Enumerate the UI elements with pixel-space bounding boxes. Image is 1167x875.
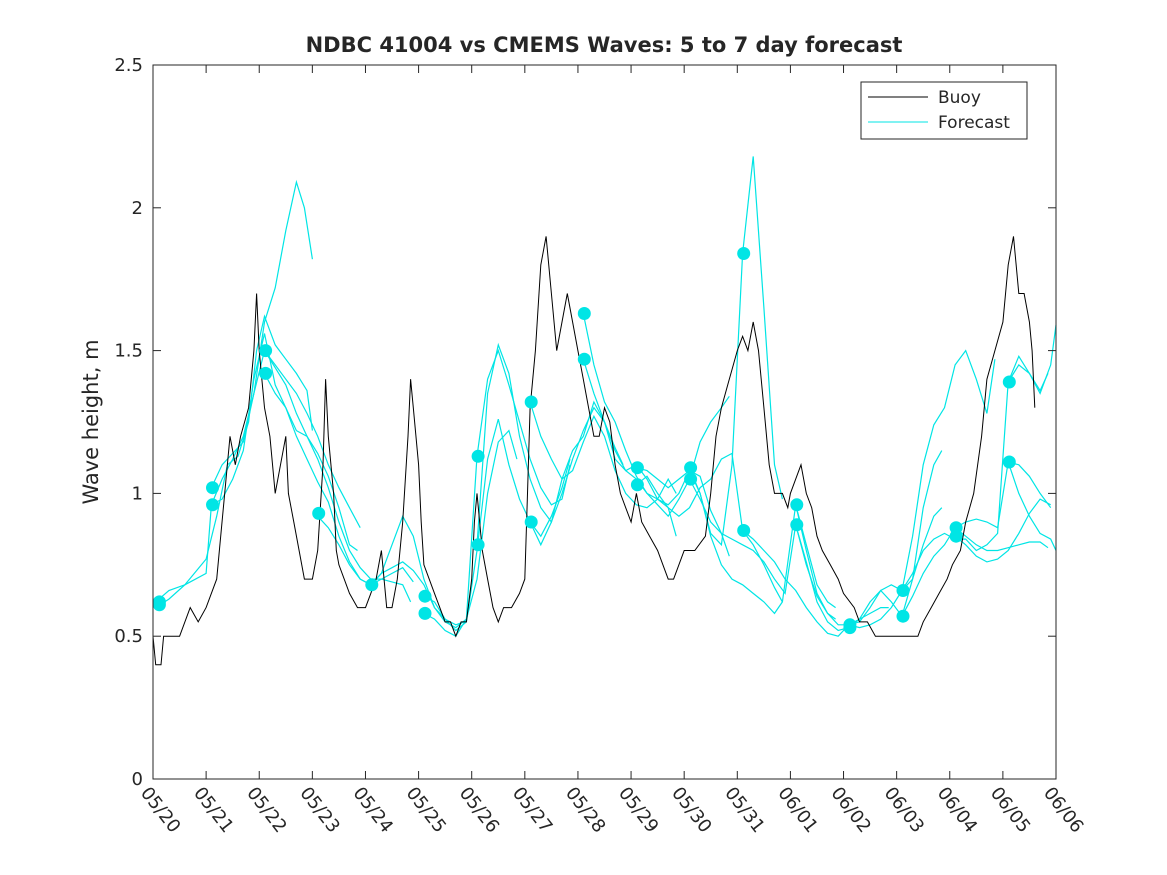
forecast-line-29 (1007, 461, 1057, 551)
y-tick-label: 0.5 (114, 626, 143, 647)
forecast-line-7 (317, 515, 464, 626)
legend: Buoy Forecast (860, 81, 1028, 140)
forecast-line-19 (688, 478, 836, 620)
forecast-line-5 (263, 350, 412, 603)
y-tick-label: 1 (132, 483, 143, 504)
chart-title: NDBC 41004 vs CMEMS Waves: 5 to 7 day fo… (306, 33, 903, 57)
forecast-marker-15 (577, 307, 591, 320)
forecast-line-16 (636, 156, 783, 547)
forecast-marker-19 (684, 461, 698, 475)
forecast-marker-17 (630, 461, 644, 475)
forecast-line-3 (210, 349, 361, 528)
forecast-line-10 (423, 348, 571, 637)
forecast-line-24 (901, 354, 1049, 591)
y-tick-label: 2.5 (114, 55, 143, 76)
axes-box (152, 64, 1057, 780)
forecast-marker-6 (259, 366, 273, 380)
legend-box (860, 81, 1028, 140)
forecast-marker-12 (471, 538, 485, 552)
forecast-line-18 (688, 467, 836, 615)
forecast-marker-4 (206, 498, 219, 512)
y-tick-label: 0 (132, 769, 143, 790)
forecast-line-27 (954, 498, 1051, 563)
forecast-marker-11 (471, 449, 485, 463)
forecast-line-15 (582, 359, 730, 518)
forecast-line-21 (795, 504, 943, 626)
forecast-line-22 (795, 450, 943, 632)
forecast-marker-3 (206, 481, 219, 495)
forecast-marker-23 (790, 498, 804, 512)
forecast-marker-24 (790, 518, 804, 532)
forecast-marker-7 (312, 506, 326, 520)
forecast-marker-20 (684, 472, 698, 486)
forecast-line-28 (1007, 324, 1057, 395)
forecast-marker-21 (737, 247, 751, 260)
forecast-line-1 (155, 314, 313, 603)
forecast-marker-13 (524, 395, 538, 409)
forecast-marker-8 (365, 578, 379, 592)
legend-buoy-label: Buoy (938, 88, 981, 108)
forecast-line-2 (155, 179, 313, 609)
y-tick-label: 2 (132, 198, 143, 219)
forecast-marker-16 (577, 352, 591, 366)
forecast-markers-group (152, 247, 1016, 635)
forecast-marker-22 (737, 524, 751, 537)
forecast-line-6 (263, 373, 414, 586)
y-tick-label: 1.5 (114, 341, 143, 362)
buoy-series-group (152, 236, 1036, 666)
forecast-marker-30 (949, 529, 963, 543)
forecast-line-25 (901, 461, 1052, 617)
forecast-marker-10 (418, 606, 432, 620)
forecast-line-23 (848, 349, 996, 629)
forecast-marker-18 (630, 478, 644, 492)
forecast-marker-28 (896, 609, 910, 623)
forecast-marker-32 (1002, 455, 1016, 469)
forecast-marker-26 (843, 621, 857, 635)
y-axis-label: Wave height, m (79, 339, 103, 504)
forecast-marker-14 (524, 515, 538, 529)
forecast-line-9 (423, 418, 571, 632)
forecast-marker-9 (418, 589, 432, 603)
forecast-line-14 (582, 313, 730, 557)
forecast-marker-2 (152, 598, 166, 612)
y-axis-ticks: 0 0.5 1 1.5 2 2.5 (114, 55, 1056, 790)
legend-forecast-label: Forecast (938, 113, 1010, 133)
forecast-line-20 (742, 530, 889, 637)
forecast-marker-31 (1002, 375, 1016, 389)
forecast-line-26 (954, 527, 1049, 552)
buoy-line (152, 236, 1036, 666)
plot-area (152, 64, 1057, 780)
forecast-line-12 (529, 401, 677, 509)
forecast-marker-5 (259, 344, 273, 358)
forecast-marker-27 (896, 584, 910, 597)
